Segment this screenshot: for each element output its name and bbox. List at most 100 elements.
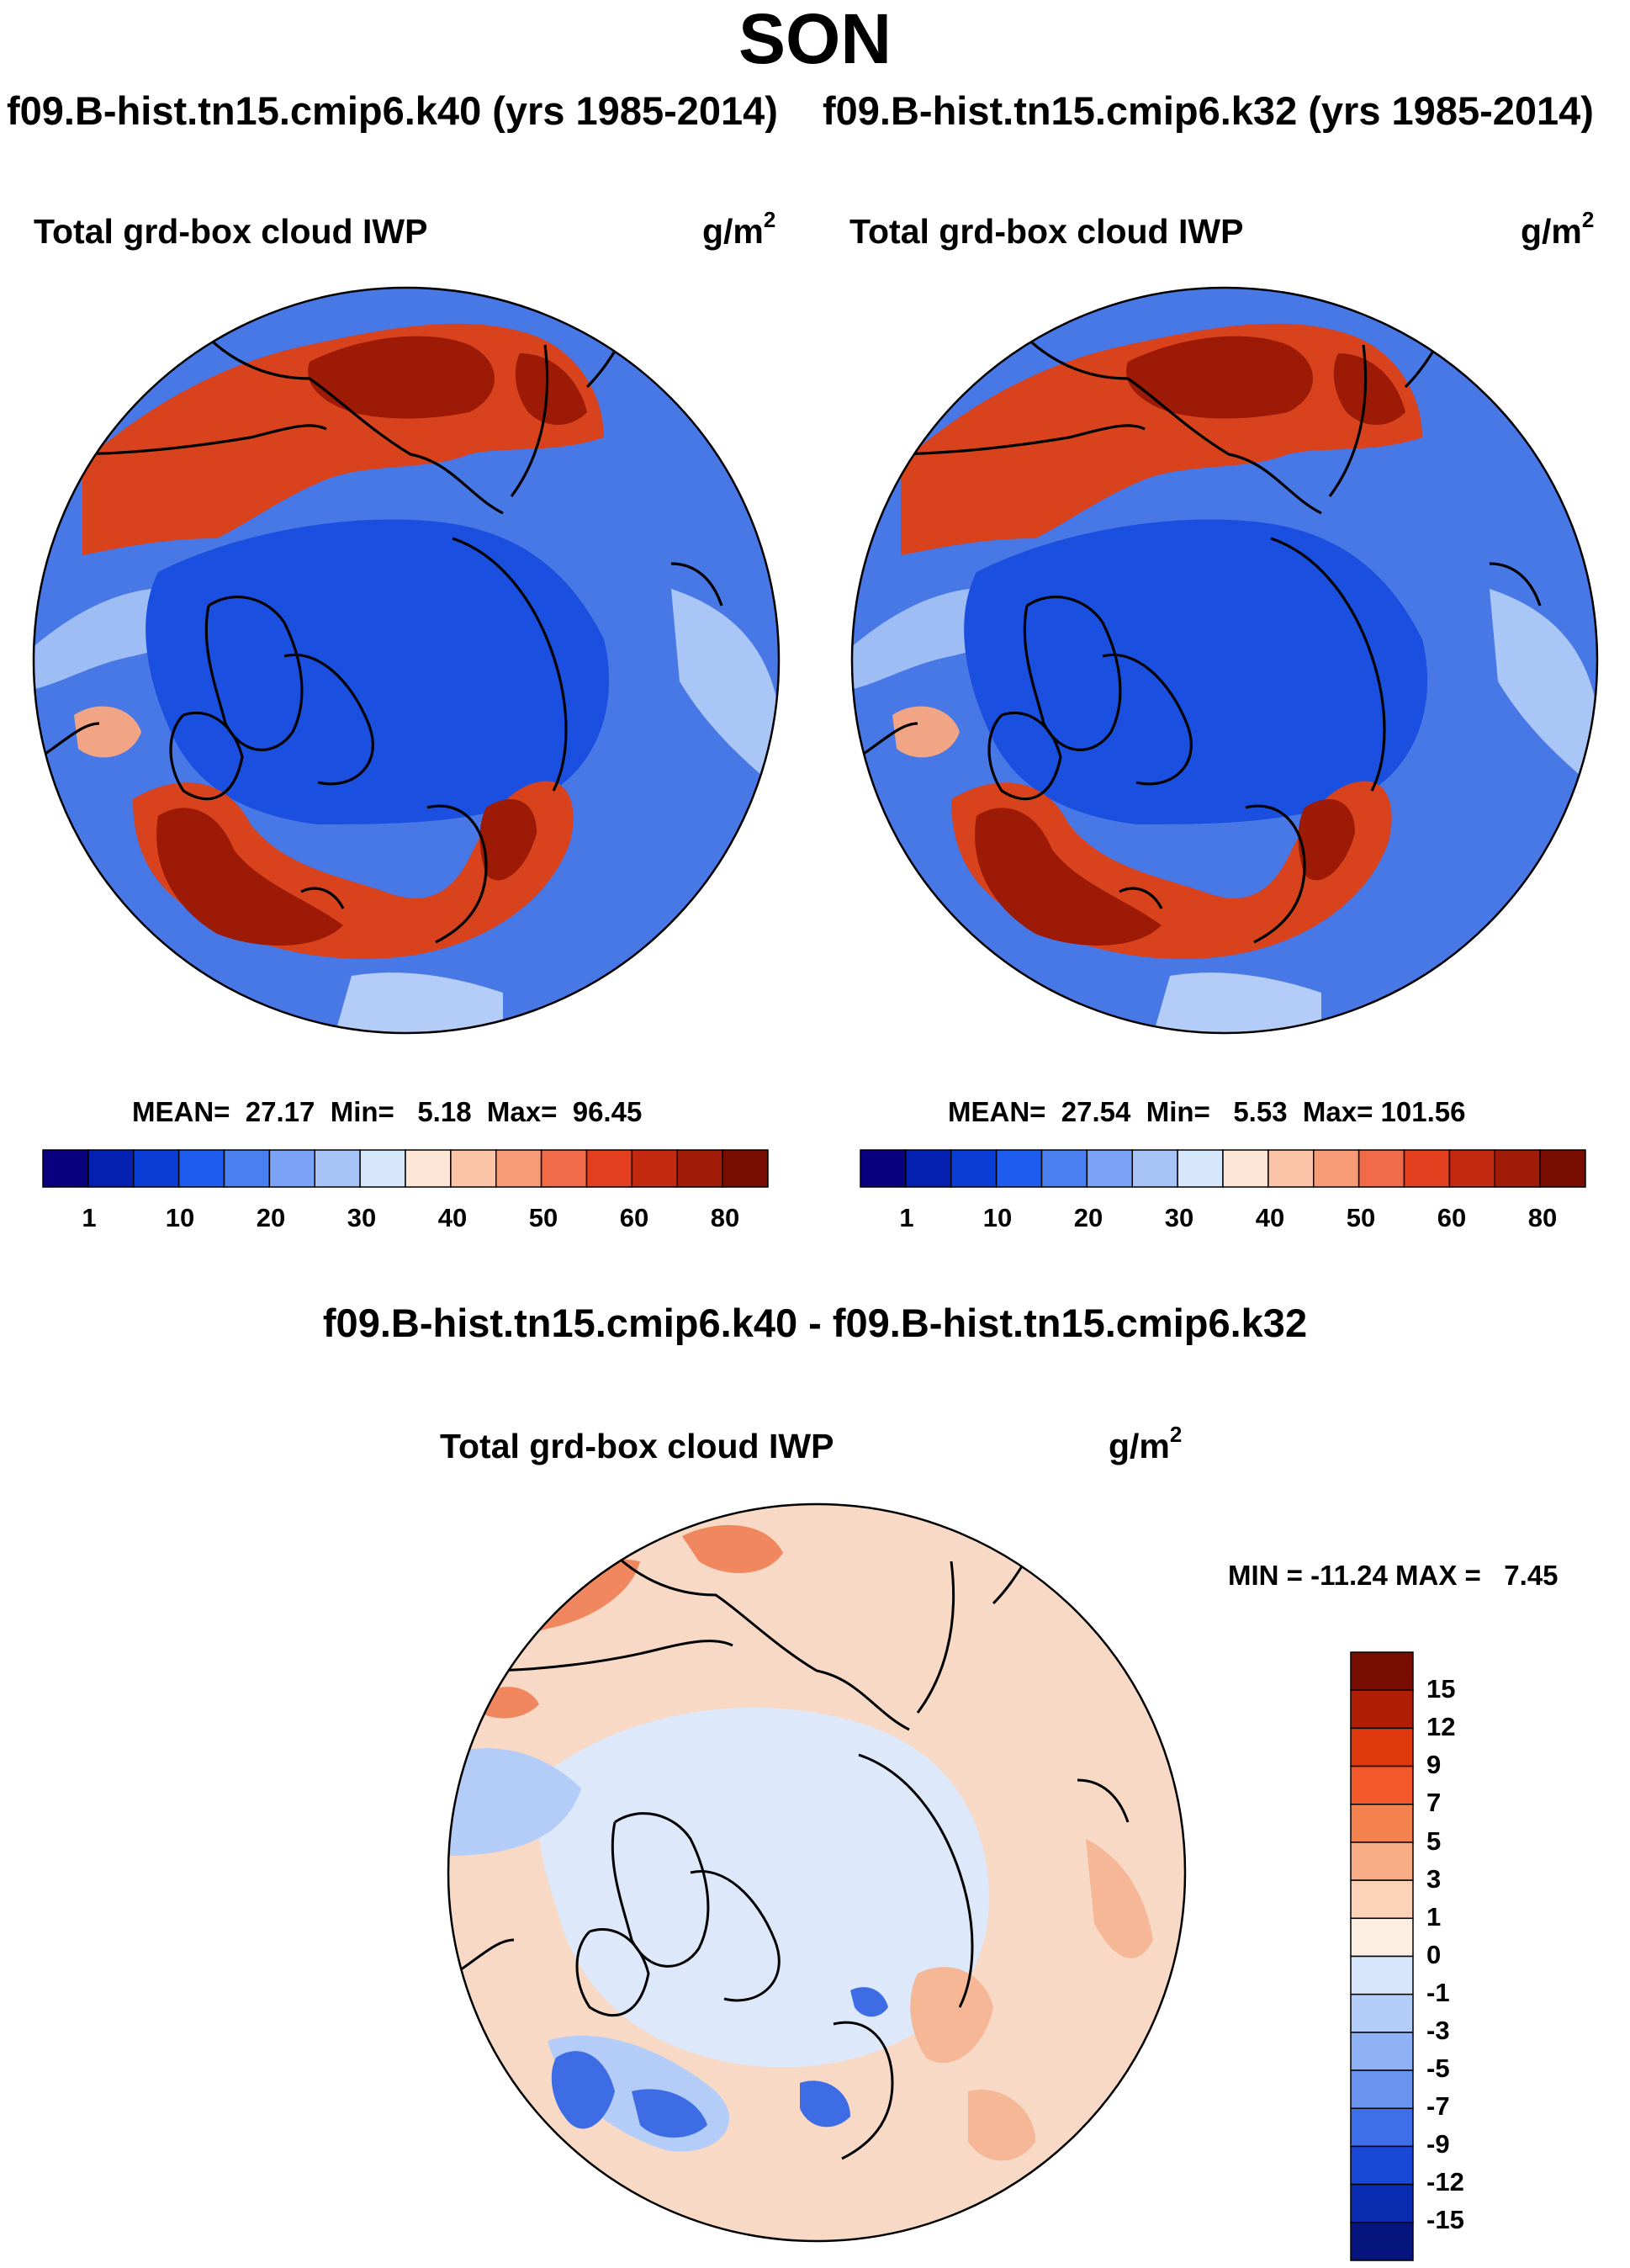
colorbar-swatch (1350, 1841, 1414, 1881)
colorbar-swatch (1222, 1149, 1269, 1188)
colorbar-swatch (133, 1149, 180, 1188)
colorbar-swatch (359, 1149, 406, 1188)
colorbar-swatch (585, 1149, 633, 1188)
cb-tick: 1 (1426, 1902, 1442, 1932)
map-light-europe (335, 972, 503, 1033)
colorbar-swatch (1350, 1804, 1414, 1843)
left-panel-title: Total grd-box cloud IWP (34, 212, 428, 251)
right-polar-map (850, 286, 1599, 1035)
colorbar-swatch (995, 1149, 1043, 1188)
colorbar-swatch (676, 1149, 723, 1188)
colorbar-swatch (1494, 1149, 1541, 1188)
cb-tick: -9 (1426, 2129, 1450, 2159)
cb-tick: 7 (1426, 1788, 1442, 1817)
diff-polar-map (447, 1502, 1187, 2243)
colorbar-swatch (1177, 1149, 1224, 1188)
colorbar-swatch (631, 1149, 678, 1188)
colorbar-swatch (450, 1149, 497, 1188)
colorbar-swatch (1350, 1917, 1414, 1958)
cb-tick: 40 (437, 1203, 468, 1232)
cb-tick: -5 (1426, 2053, 1450, 2083)
colorbar-swatch (495, 1149, 542, 1188)
diff-case-label: f09.B-hist.tn15.cmip6.k40 - f09.B-hist.t… (322, 1301, 1308, 1345)
colorbar-swatch (1350, 1955, 1414, 1995)
colorbar-swatch (950, 1149, 998, 1188)
cb-tick: -15 (1426, 2205, 1464, 2234)
left-colorbar (42, 1149, 769, 1188)
colorbar-swatch (722, 1149, 769, 1188)
cb-tick: 20 (256, 1203, 286, 1232)
cb-tick: 80 (710, 1203, 740, 1232)
colorbar-swatch (1350, 2032, 1414, 2071)
cb-tick: 20 (1073, 1203, 1103, 1232)
cb-tick: 5 (1426, 1826, 1442, 1856)
cb-tick: 60 (619, 1203, 649, 1232)
cb-tick: 50 (528, 1203, 558, 1232)
cb-tick: 40 (1255, 1203, 1285, 1232)
left-colorbar-ticks: 1 10 20 30 40 50 60 80 (42, 1203, 769, 1237)
cb-tick: 30 (1164, 1203, 1194, 1232)
colorbar-swatch (1267, 1149, 1315, 1188)
cb-tick: -3 (1426, 2016, 1450, 2045)
colorbar-swatch (87, 1149, 135, 1188)
colorbar-swatch (860, 1149, 907, 1188)
diff-panel-units: g/m2 (1109, 1422, 1183, 1465)
cb-tick: -7 (1426, 2091, 1450, 2121)
colorbar-swatch (1448, 1149, 1495, 1188)
colorbar-swatch (1350, 1879, 1414, 1920)
colorbar-swatch (1350, 1765, 1414, 1805)
left-case-label: f09.B-hist.tn15.cmip6.k40 (yrs 1985-2014… (7, 88, 778, 133)
colorbar-swatch (1350, 2145, 1414, 2186)
diff-colorbar (1350, 1651, 1414, 2261)
colorbar-swatch (268, 1149, 315, 1188)
colorbar-swatch (1350, 1993, 1414, 2033)
map-hot-scandinavia (479, 799, 537, 881)
cb-tick: 1 (899, 1203, 914, 1232)
colorbar-swatch (1350, 2107, 1414, 2148)
right-panel-stats: MEAN= 27.54 Min= 5.53 Max= 101.56 (948, 1096, 1466, 1127)
colorbar-swatch (223, 1149, 271, 1188)
map-light-east (671, 589, 779, 791)
right-colorbar (860, 1149, 1586, 1188)
colorbar-swatch (1350, 2183, 1414, 2223)
cb-tick: -1 (1426, 1978, 1450, 2007)
map-warm-alaska (74, 706, 141, 758)
colorbar-swatch (540, 1149, 588, 1188)
colorbar-swatch (1131, 1149, 1178, 1188)
left-polar-map (32, 286, 781, 1035)
cb-tick: 9 (1426, 1750, 1442, 1779)
cb-tick: 60 (1437, 1203, 1467, 1232)
diff-panel-stats: MIN = -11.24 MAX = 7.45 (1228, 1560, 1559, 1591)
cb-tick: 1 (82, 1203, 97, 1232)
colorbar-swatch (1040, 1149, 1088, 1188)
colorbar-swatch (1350, 2069, 1414, 2109)
cb-tick: 0 (1426, 1940, 1442, 1969)
map-hot-north (308, 336, 495, 419)
colorbar-swatch (1350, 1651, 1414, 1691)
colorbar-swatch (1357, 1149, 1405, 1188)
cb-tick: 12 (1426, 1712, 1456, 1741)
coastlines (40, 318, 723, 944)
colorbar-swatch (1350, 2222, 1414, 2261)
cb-tick: 10 (165, 1203, 195, 1232)
season-title: SON (738, 0, 892, 78)
left-panel-units: g/m2 (702, 207, 776, 251)
right-case-label: f09.B-hist.tn15.cmip6.k32 (yrs 1985-2014… (823, 88, 1594, 133)
colorbar-swatch (1086, 1149, 1133, 1188)
cb-tick: 80 (1527, 1203, 1558, 1232)
map-hot-northeast (515, 353, 587, 425)
cb-tick: 30 (347, 1203, 377, 1232)
colorbar-swatch (1313, 1149, 1360, 1188)
diff-colorbar-ticks: 15 12 9 7 5 3 1 0 -1 -3 -5 -7 -9 -12 -15 (1426, 1651, 1527, 2261)
left-panel-stats: MEAN= 27.17 Min= 5.18 Max= 96.45 (132, 1096, 643, 1127)
right-panel-title: Total grd-box cloud IWP (849, 212, 1244, 251)
colorbar-swatch (1403, 1149, 1451, 1188)
colorbar-swatch (314, 1149, 361, 1188)
colorbar-swatch (177, 1149, 225, 1188)
map-arctic-core (146, 519, 610, 824)
colorbar-swatch (905, 1149, 952, 1188)
cb-tick: 15 (1426, 1674, 1456, 1704)
colorbar-swatch (1350, 1727, 1414, 1767)
map-border (32, 286, 781, 1035)
colorbar-swatch (1350, 1689, 1414, 1730)
